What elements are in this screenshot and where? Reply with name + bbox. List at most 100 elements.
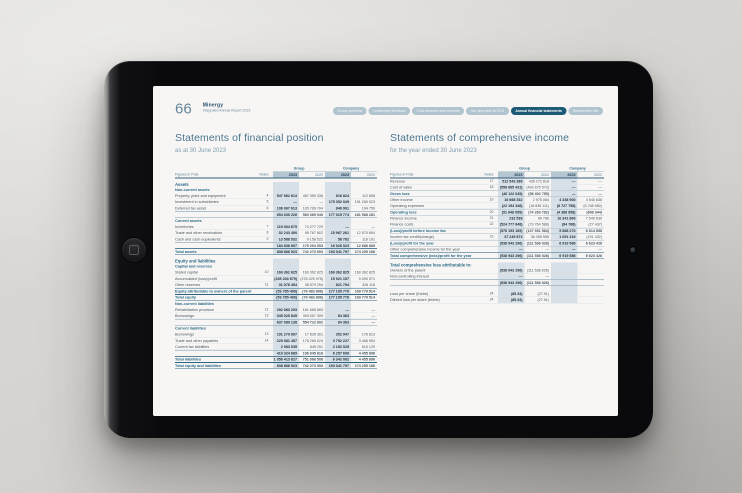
value-cell: — <box>598 185 602 190</box>
value-cell: (18 836 111) <box>528 203 549 209</box>
note-ref: 18 <box>489 185 494 190</box>
table-row: Diluted loss per share (thebe) 24 (85.34) (… <box>390 297 604 304</box>
value-cell: 5 868 270 <box>551 228 578 234</box>
value-cell: 6 342 062 <box>325 356 351 363</box>
row-label: Diluted loss per share (thebe) <box>390 297 440 303</box>
value-cell: (58 402 755) <box>528 191 549 196</box>
value-cell: (538 943 296) <box>498 253 525 259</box>
value-cell <box>325 325 351 332</box>
value-cell <box>325 217 351 224</box>
row-label: (Loss)/profit for the year <box>390 241 434 246</box>
row-label <box>175 351 259 356</box>
report-nav: Group overview Leadership feedback Coal re… <box>333 107 603 115</box>
value-cell: (245 204 679) <box>273 275 299 282</box>
table-row: Total equity and liabilities 838 866 923 7… <box>175 362 377 369</box>
value-cell: 161 568 281 <box>354 212 375 217</box>
value-cell: 174 255 166 <box>354 363 375 368</box>
value-cell: 179 204 053 <box>302 243 323 248</box>
row-label: Revenue <box>390 178 406 184</box>
value-cell: 393 057 309 <box>302 313 323 319</box>
value-cell <box>273 300 299 307</box>
note-ref <box>484 203 498 209</box>
table-row: 419 324 689 196 945 616 6 257 699 4 455 896 <box>175 350 377 357</box>
row-label: Total equity and liabilities <box>175 363 222 368</box>
value-cell: — <box>371 313 375 319</box>
row-label: Cash and cash equivalents <box>175 236 221 242</box>
year-header: 2022 <box>366 172 375 177</box>
note-ref <box>259 212 273 217</box>
row-label: Operating expenses <box>390 203 424 209</box>
note-ref <box>484 241 498 246</box>
row-label: Inventories <box>175 224 194 230</box>
value-cell: 17 835 301 <box>304 332 323 337</box>
value-cell: (8 727 758) <box>551 203 578 209</box>
value-cell: 177 105 776 <box>325 288 351 294</box>
row-label: Total comprehensive loss attributable to… <box>390 262 472 268</box>
value-cell <box>578 291 605 297</box>
value-cell: 6 623 426 <box>585 253 602 258</box>
value-cell: (111 536 026) <box>526 267 549 273</box>
value-cell: 3 752 227 <box>325 337 351 344</box>
row-label: Non-current assets <box>175 187 210 193</box>
value-cell <box>551 273 578 280</box>
row-label: Rehabilitation provision <box>175 307 215 312</box>
value-cell: (53 765 400) <box>273 288 299 294</box>
nav-tab-shareholder-info[interactable]: Shareholder info <box>568 107 603 115</box>
table-year-header: Figures in Pula Notes 2023 2022 2023 2022 <box>390 171 604 179</box>
row-label <box>175 212 259 217</box>
value-cell: 160 362 825 <box>302 270 323 275</box>
financial-position-table: Group Company Figures in Pula Notes 2023 2022… <box>175 165 377 369</box>
note-ref <box>259 276 273 282</box>
table-row: Investment in subsidiaries 5— —175 352 049… <box>175 199 377 206</box>
value-cell: 105 709 704 <box>302 205 323 211</box>
value-cell: — <box>551 191 578 197</box>
value-cell: — <box>371 320 375 325</box>
value-cell: 176 813 <box>361 332 375 337</box>
table-row: Non-current assets <box>175 186 377 193</box>
value-cell: 38 579 254 <box>304 282 323 288</box>
value-cell: — <box>498 246 525 253</box>
value-cell: 160 362 825 <box>354 270 375 275</box>
value-cell: 457 359 336 <box>302 193 323 199</box>
value-cell: (79 483 896) <box>302 289 323 294</box>
nav-tab-our-approach-to-esg[interactable]: Our approach to ESG <box>466 107 509 115</box>
nav-tab-leadership-feedback[interactable]: Leadership feedback <box>368 107 411 115</box>
value-cell: 119 004 675 <box>273 223 299 230</box>
row-label: Trade and other payables <box>175 338 219 343</box>
nav-tab-annual-financial-statements[interactable]: Annual financial statements <box>510 107 567 115</box>
tablet-screen: 66 Minergy Integrated Annual Report 2023… <box>153 86 618 416</box>
nav-tab-group-overview[interactable]: Group overview <box>333 107 367 115</box>
value-cell: (85.34) <box>498 297 525 303</box>
value-cell: (53 765 400) <box>273 294 299 301</box>
value-cell: 16 668 332 <box>498 196 525 203</box>
statement-title: Statements of comprehensive income <box>390 131 570 144</box>
value-cell: 161 260 923 <box>354 199 375 205</box>
value-cell: 169 779 514 <box>354 295 375 300</box>
brand-block: Minergy Integrated Annual Report 2023 <box>203 103 268 114</box>
row-label: Loss per share (thebe) <box>390 291 429 296</box>
value-cell: 9 090 571 <box>358 276 375 281</box>
value-cell: 2 152 525 <box>325 343 351 350</box>
value-cell: — <box>598 246 602 252</box>
row-label: Current assets <box>175 218 202 224</box>
value-cell: — <box>598 178 602 184</box>
table-row: Borrowings 13 191 279 697 17 835 301 352 947… <box>175 331 377 338</box>
table-row: Other reserves 11 31 076 454 38 579 254 821 … <box>175 281 377 289</box>
value-cell: 2 963 535 <box>273 343 299 350</box>
value-cell: — <box>325 306 351 313</box>
value-cell: 52 243 490 <box>273 230 299 236</box>
note-ref: 21 <box>489 216 494 221</box>
value-cell: — <box>551 178 578 184</box>
value-cell <box>273 325 299 332</box>
row-label: Gross loss <box>390 191 410 196</box>
value-cell: 6 623 426 <box>585 241 602 246</box>
nav-tab-coal-resource-and-reserves[interactable]: Coal resource and reserves <box>412 107 465 115</box>
value-cell: 194 750 <box>361 205 375 211</box>
table-row: Non-current liabilities <box>175 300 377 307</box>
value-cell: — <box>551 246 578 253</box>
home-button[interactable] <box>122 238 146 262</box>
note-ref <box>259 357 273 362</box>
value-cell: 15 921 157 <box>325 275 351 282</box>
value-cell <box>551 262 578 268</box>
year-header: 2023 <box>551 171 578 178</box>
